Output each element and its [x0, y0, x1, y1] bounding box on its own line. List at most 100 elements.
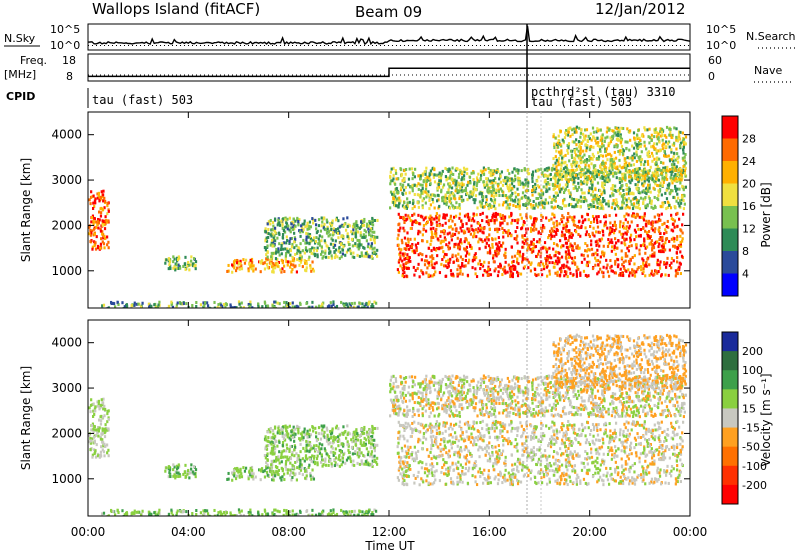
power-cell [583, 135, 586, 139]
power-cell [356, 225, 359, 229]
power-cell [623, 241, 626, 245]
power-cell [447, 245, 450, 249]
power-cell [560, 161, 563, 165]
power-cell [642, 170, 645, 174]
power-cell [516, 221, 519, 225]
power-cell [399, 257, 402, 261]
power-cell [647, 221, 650, 225]
power-cell [651, 171, 654, 175]
velocity-cell [103, 442, 106, 446]
power-cell [556, 181, 559, 185]
power-cell [644, 128, 647, 132]
velocity-cell [92, 435, 96, 439]
power-cell [544, 246, 547, 250]
power-cell [629, 192, 632, 196]
power-cell [477, 262, 480, 266]
power-cell [607, 238, 610, 242]
power-cell [308, 305, 311, 308]
power-cell [639, 176, 642, 180]
power-cell [536, 205, 540, 209]
power-cell [523, 238, 526, 242]
power-cell [575, 147, 578, 151]
power-cell [475, 235, 478, 239]
power-cell [541, 171, 544, 175]
power-cell [665, 154, 668, 158]
power-cell [447, 247, 450, 251]
power-cell [682, 188, 685, 192]
power-cell [673, 225, 676, 229]
power-cell [414, 167, 417, 171]
power-cell [611, 241, 614, 245]
power-cell [647, 171, 650, 175]
power-cell [482, 273, 485, 277]
power-cell [406, 201, 409, 205]
power-cell [481, 264, 485, 268]
power-cell [406, 256, 409, 260]
power-cell [327, 230, 330, 234]
power-cell [431, 254, 434, 258]
power-cell [179, 301, 182, 305]
power-cell [301, 222, 304, 226]
power-cell [650, 205, 653, 209]
power-cell [274, 306, 277, 308]
power-cell [604, 147, 607, 151]
power-cell [599, 176, 602, 180]
power-cell [546, 181, 550, 185]
power-cell [342, 224, 345, 228]
power-cell [555, 158, 558, 162]
power-cell [642, 267, 645, 271]
power-cell [620, 194, 623, 198]
power-cell [410, 167, 414, 171]
power-cell [555, 168, 558, 172]
power-cell [346, 235, 349, 239]
power-cell [492, 187, 496, 191]
power-cell [664, 166, 667, 170]
power-cell [358, 239, 361, 243]
power-cell [307, 224, 310, 228]
power-cell [99, 197, 103, 201]
power-cell [562, 244, 565, 248]
power-cell [674, 205, 677, 209]
power-cell [288, 306, 291, 308]
power-cell [99, 242, 103, 246]
power-cell [676, 173, 679, 177]
power-cell [291, 226, 294, 230]
power-cell [621, 235, 624, 239]
power-cell [537, 192, 540, 196]
velocity-cell [92, 430, 95, 434]
power-cell [179, 266, 182, 270]
power-cell [675, 138, 678, 142]
power-cell [546, 176, 549, 180]
power-cell [459, 265, 462, 269]
power-cell [97, 226, 100, 230]
power-cell [595, 215, 598, 219]
power-cell [560, 255, 564, 259]
velocity-cell [332, 511, 335, 515]
power-cell [640, 134, 644, 138]
power-cell [571, 133, 574, 137]
power-cell [453, 232, 457, 236]
power-cell [646, 189, 649, 193]
power-cell [673, 219, 676, 223]
power-cell [523, 234, 526, 238]
power-cell [503, 265, 506, 269]
power-cell [487, 267, 490, 271]
power-cell [342, 236, 345, 240]
power-cell [425, 222, 428, 226]
power-cell [402, 188, 406, 192]
power-cell [484, 168, 487, 172]
power-cell [406, 231, 409, 235]
power-cell [634, 183, 637, 187]
power-cell [177, 263, 180, 267]
power-cell [635, 171, 638, 175]
power-cell [364, 234, 367, 238]
power-cell [564, 225, 567, 229]
power-cell [273, 264, 276, 268]
power-cell [250, 263, 253, 267]
power-cell [619, 273, 623, 277]
power-cell [472, 214, 475, 218]
power-cell [436, 187, 439, 191]
power-cell [271, 233, 274, 237]
power-cell [617, 126, 620, 130]
power-cell [637, 180, 640, 184]
